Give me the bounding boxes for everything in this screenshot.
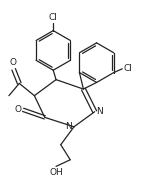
Text: Cl: Cl (49, 13, 58, 22)
Text: OH: OH (49, 168, 63, 177)
Text: N: N (97, 107, 103, 116)
Text: O: O (9, 58, 16, 67)
Text: O: O (14, 105, 21, 114)
Text: Cl: Cl (123, 64, 132, 73)
Text: N: N (65, 122, 72, 131)
